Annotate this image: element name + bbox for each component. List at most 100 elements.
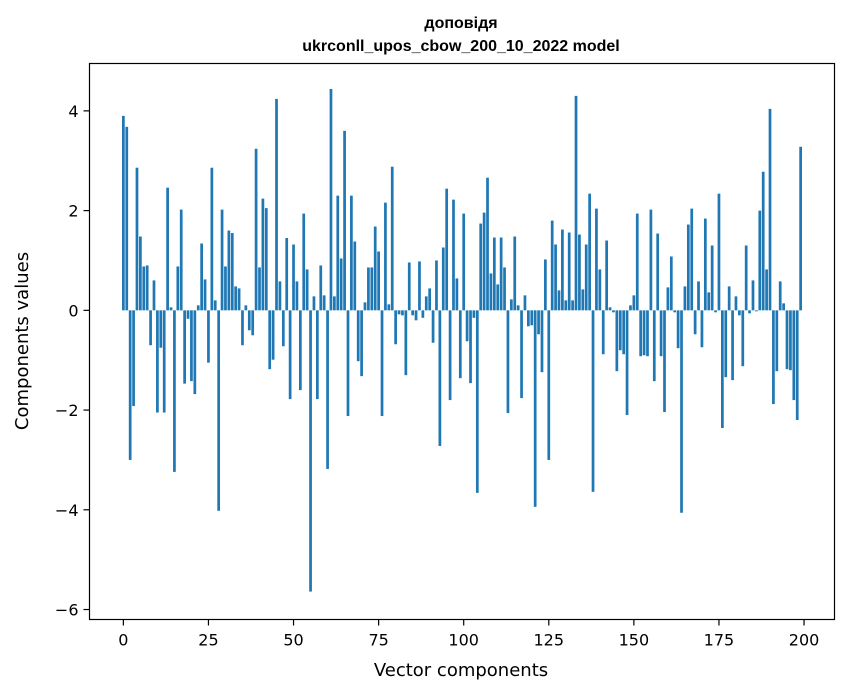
bar [612, 310, 615, 313]
bar [482, 212, 486, 311]
bar [220, 209, 224, 311]
bar [632, 295, 636, 311]
bar [322, 295, 326, 311]
bar [350, 195, 353, 311]
bar [686, 224, 690, 311]
bar [795, 310, 799, 421]
bar [666, 287, 670, 311]
bar [401, 310, 404, 316]
bar [271, 310, 275, 360]
bar [244, 305, 248, 311]
bar [278, 281, 282, 311]
bar [152, 280, 156, 311]
bar [179, 209, 183, 311]
x-tick-label: 75 [368, 631, 388, 650]
bar [230, 233, 234, 311]
bar [414, 310, 418, 321]
bar [210, 167, 214, 311]
bar [513, 236, 517, 311]
y-tick-label: −2 [55, 401, 79, 420]
bar [537, 310, 540, 335]
bar [346, 310, 350, 417]
bar [659, 310, 663, 357]
bar [139, 236, 142, 311]
bar [710, 245, 714, 311]
bar [298, 310, 302, 391]
bar [673, 310, 677, 313]
x-tick-label: 0 [118, 631, 128, 650]
bar [241, 310, 244, 346]
bar [605, 240, 608, 311]
bar [516, 305, 520, 311]
bar [390, 166, 394, 311]
bar [622, 310, 626, 355]
bar [288, 310, 292, 400]
bar [326, 310, 329, 469]
bar [486, 177, 489, 311]
bar [714, 310, 717, 313]
bar [499, 237, 503, 311]
bar [421, 310, 425, 318]
bar [475, 310, 479, 493]
bar [173, 310, 176, 472]
bar [656, 233, 660, 311]
bar [190, 310, 193, 382]
bar [751, 280, 755, 311]
bar [424, 296, 428, 311]
bar [292, 244, 295, 311]
bar [258, 267, 261, 311]
bar [156, 310, 159, 413]
bar [333, 296, 336, 311]
bar [703, 218, 707, 311]
bar [503, 267, 506, 311]
y-tick-label: 0 [68, 301, 78, 320]
bar [145, 265, 149, 311]
bar [251, 310, 255, 336]
bar [370, 267, 374, 311]
bar [479, 223, 483, 311]
bar [554, 244, 557, 311]
x-tick-label: 25 [198, 631, 218, 650]
bar [731, 310, 734, 381]
bar [465, 310, 469, 342]
bar [469, 310, 472, 384]
bar [363, 302, 367, 311]
x-tick-label: 125 [534, 631, 565, 650]
bar [295, 281, 299, 311]
chart-title: доповідя [424, 15, 497, 32]
bar [438, 310, 442, 446]
bar [663, 310, 666, 413]
bar [738, 310, 741, 316]
x-tick-label: 175 [704, 631, 735, 650]
bar [496, 284, 500, 311]
bar [618, 310, 622, 351]
x-tick-label: 100 [448, 631, 479, 650]
bar [394, 310, 397, 345]
bar [639, 310, 643, 357]
bar [305, 269, 309, 311]
bar [680, 310, 683, 513]
bar [227, 230, 231, 311]
bar [578, 234, 581, 311]
bar [407, 262, 411, 311]
bar [547, 310, 551, 460]
bar [527, 310, 530, 327]
bar [588, 193, 591, 311]
bar [264, 208, 268, 311]
bar [441, 247, 445, 311]
bar [608, 307, 612, 311]
bar [509, 299, 513, 311]
bar [268, 310, 272, 370]
bar [384, 202, 387, 311]
y-tick-label: −6 [55, 601, 79, 620]
bar [492, 237, 496, 311]
bar [472, 310, 476, 318]
bar [721, 310, 724, 429]
bar [595, 208, 598, 311]
bar [411, 310, 415, 316]
bar [564, 300, 568, 311]
bar [690, 208, 694, 311]
bar [557, 290, 561, 311]
bar [652, 310, 656, 382]
bar [261, 198, 265, 311]
